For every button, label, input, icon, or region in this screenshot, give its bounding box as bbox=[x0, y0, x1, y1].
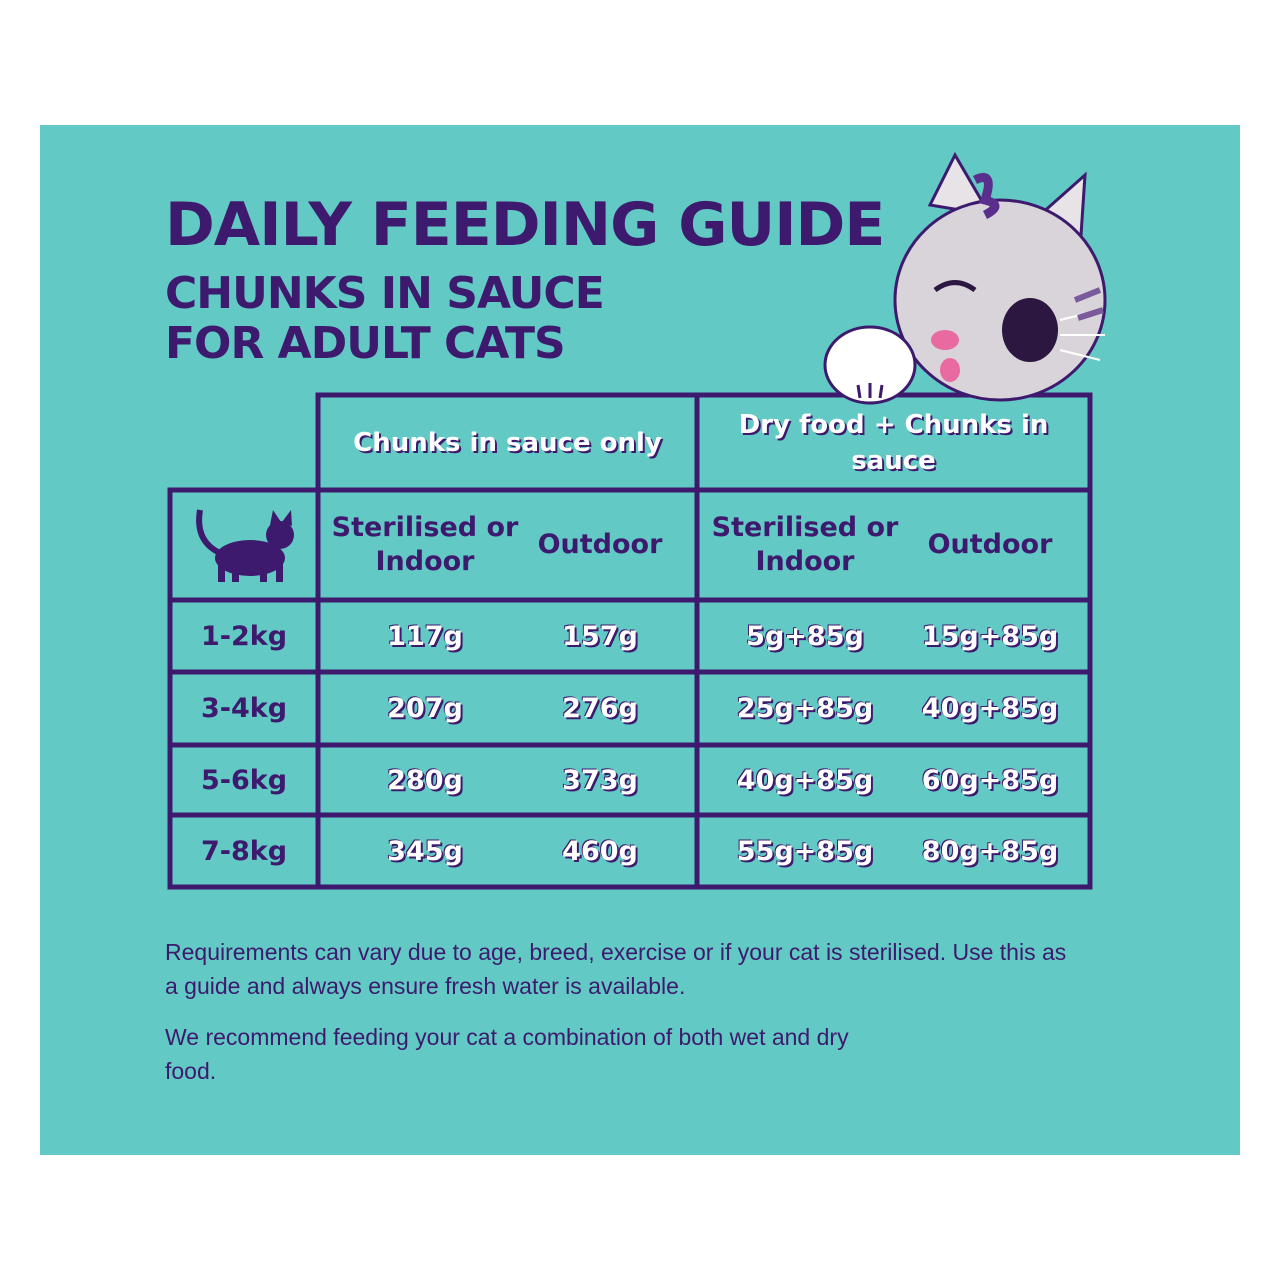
subtitle-line: CHUNKS IN SAUCE bbox=[165, 268, 605, 319]
feeding-amount: 276g bbox=[562, 693, 638, 724]
weight-label: 1-2kg bbox=[200, 620, 288, 652]
weight-label: 5-6kg bbox=[200, 764, 288, 796]
group-header: Dry food + Chunks in sauce bbox=[738, 409, 1049, 476]
feeding-amount: 15g+85g bbox=[921, 620, 1059, 652]
feeding-amount: 40g+85g bbox=[736, 764, 874, 796]
feeding-amount: 80g+85g bbox=[921, 835, 1059, 867]
cat-illustration bbox=[823, 151, 1107, 405]
subtitle-line: FOR ADULT CATS bbox=[165, 318, 566, 369]
feeding-amount: 117g bbox=[387, 620, 463, 652]
feeding-amount: 207g bbox=[387, 693, 463, 724]
weight-label: 7-8kg bbox=[200, 835, 288, 867]
group-header: Chunks in sauce only bbox=[353, 427, 662, 458]
column-header: Sterilised or Indoor bbox=[711, 512, 899, 577]
column-header: Outdoor bbox=[927, 529, 1053, 560]
note: Requirements can vary due to age, breed,… bbox=[165, 939, 1067, 999]
note: We recommend feeding your cat a combinat… bbox=[165, 1024, 849, 1084]
feeding-amount: 5g+85g bbox=[746, 620, 864, 652]
column-header: Outdoor bbox=[537, 529, 663, 560]
feeding-amount: 60g+85g bbox=[921, 764, 1059, 796]
feeding-amount: 280g bbox=[387, 764, 463, 796]
column-header: Sterilised or Indoor bbox=[331, 512, 519, 577]
feeding-amount: 40g+85g bbox=[921, 693, 1059, 724]
feeding-amount: 157g bbox=[562, 620, 638, 652]
title: DAILY FEEDING GUIDE bbox=[165, 190, 885, 260]
feeding-amount: 55g+85g bbox=[736, 835, 874, 867]
cat-icon bbox=[196, 509, 294, 582]
feeding-amount: 373g bbox=[562, 764, 638, 796]
feeding-amount: 460g bbox=[562, 835, 638, 867]
feeding-amount: 345g bbox=[387, 835, 463, 867]
weight-label: 3-4kg bbox=[200, 693, 288, 724]
feeding-amount: 25g+85g bbox=[736, 693, 874, 724]
